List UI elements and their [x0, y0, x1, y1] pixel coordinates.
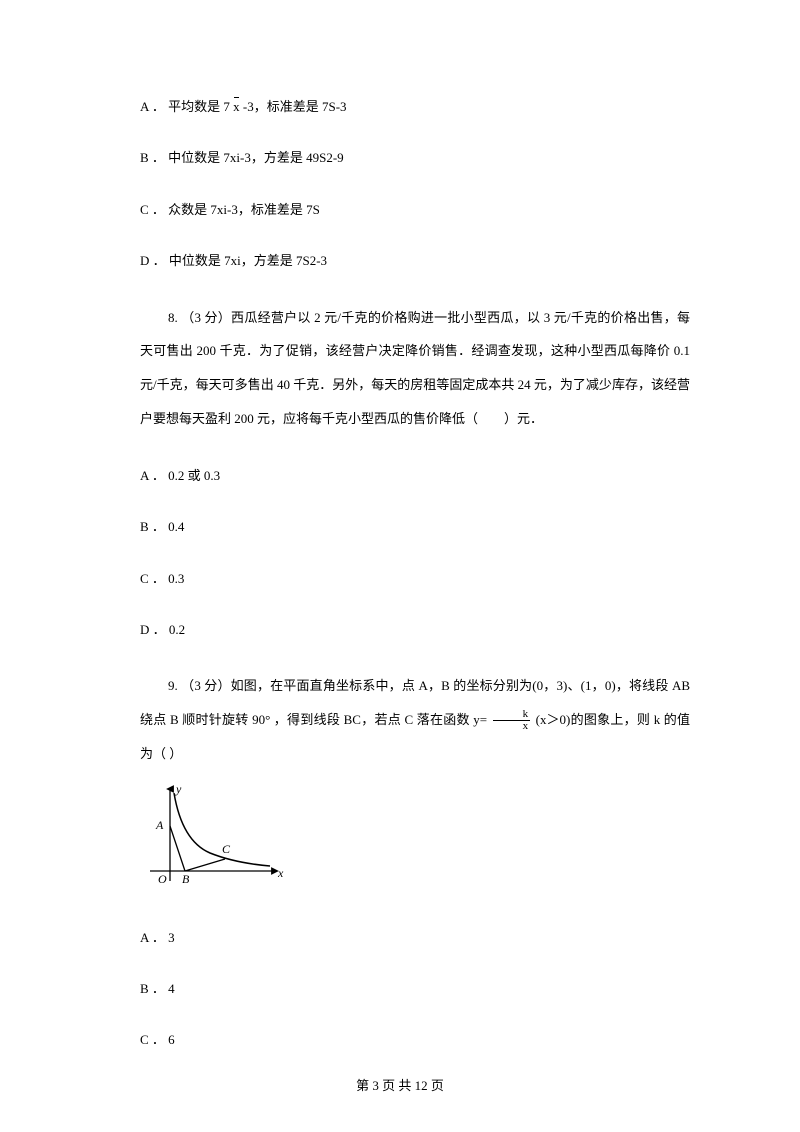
q7-option-b: B ． 中位数是 7xi-3，方差是 49S2-9	[110, 146, 690, 169]
svg-text:A: A	[155, 818, 164, 832]
page-footer: 第 3 页 共 12 页	[0, 1075, 800, 1094]
q7-option-a: A ． 平均数是 7 x -3，标准差是 7S-3	[110, 95, 690, 118]
svg-text:O: O	[158, 872, 167, 886]
q9-option-a: A ． 3	[110, 926, 690, 949]
q8-option-b: B ． 0.4	[110, 515, 690, 538]
svg-text:x: x	[277, 866, 284, 880]
q7-option-d: D ． 中位数是 7xi，方差是 7S2-3	[110, 249, 690, 272]
svg-text:C: C	[222, 842, 231, 856]
q7a-pre: A ． 平均数是 7	[140, 99, 233, 114]
svg-text:y: y	[175, 782, 182, 796]
svg-text:B: B	[182, 872, 190, 886]
q7a-post: -3，标准差是 7S-3	[240, 99, 347, 114]
q9-stem: 9. （3 分）如图，在平面直角坐标系中，点 A，B 的坐标分别为(0，3)、(…	[140, 669, 690, 770]
q9-option-c: C ． 6	[110, 1028, 690, 1051]
q8-stem: 8. （3 分）西瓜经营户以 2 元/千克的价格购进一批小型西瓜，以 3 元/千…	[140, 301, 690, 436]
q8-option-d: D ． 0.2	[110, 618, 690, 641]
q8-option-c: C ． 0.3	[110, 567, 690, 590]
q7-option-c: C ． 众数是 7xi-3，标准差是 7S	[110, 198, 690, 221]
xbar: x	[233, 95, 240, 118]
fraction-k-over-x: kx	[493, 709, 531, 733]
q9-diagram: y x A C O B	[140, 781, 690, 906]
q9-option-b: B ． 4	[110, 977, 690, 1000]
q8-option-a: A ． 0.2 或 0.3	[110, 464, 690, 487]
